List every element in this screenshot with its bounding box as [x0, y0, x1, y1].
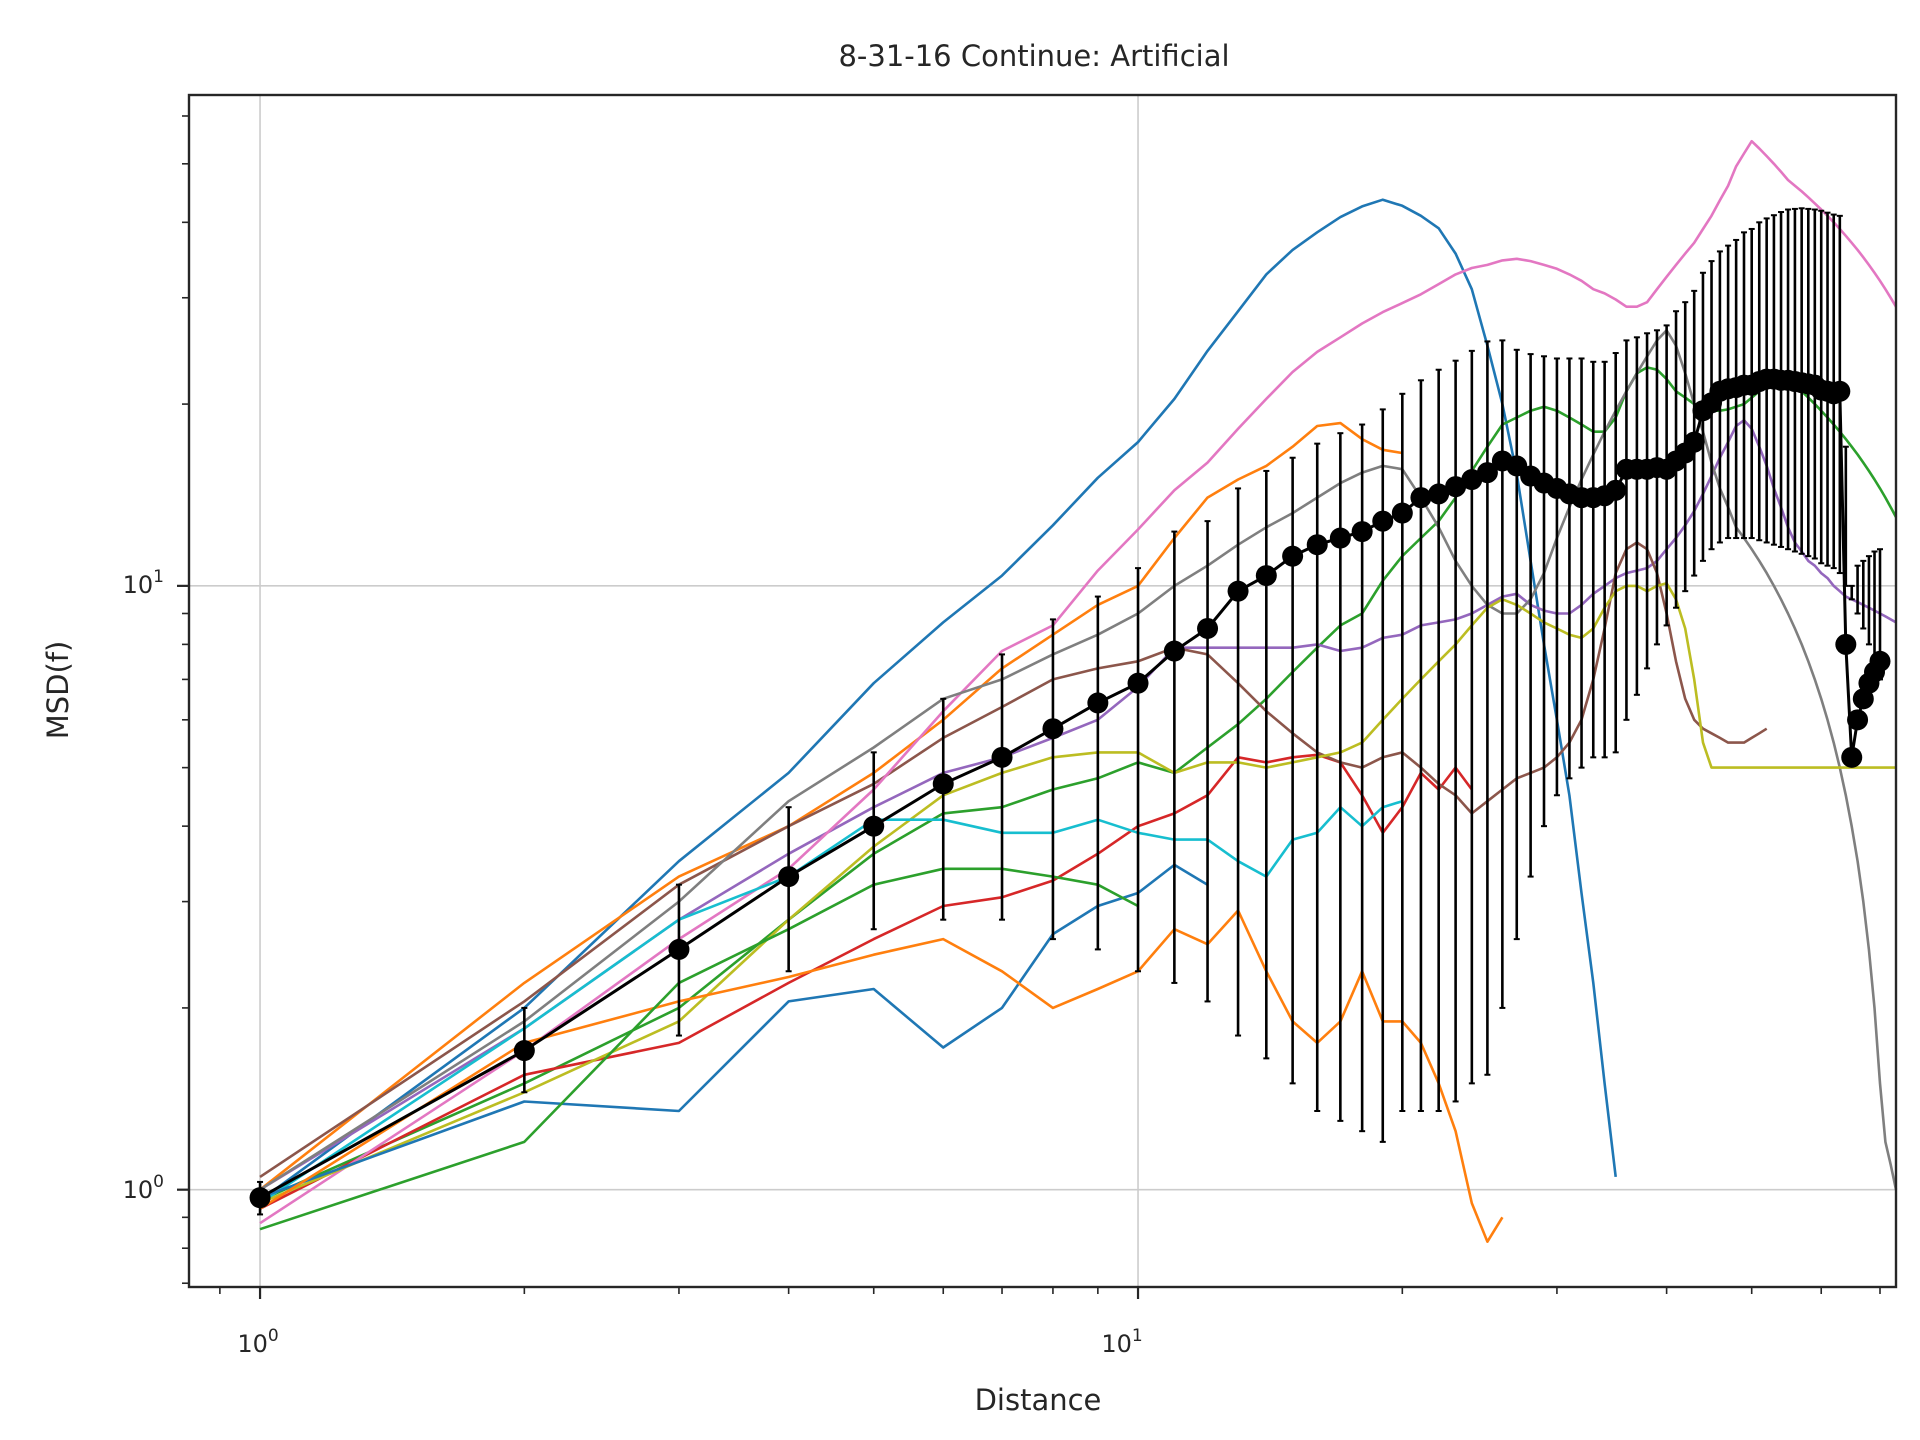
mean-point: [513, 1040, 535, 1062]
mean-point: [932, 773, 954, 795]
mean-point: [1869, 650, 1891, 672]
mean-point: [1087, 692, 1109, 714]
x-tick-label-1: 100: [237, 1326, 278, 1358]
mean-point: [1835, 633, 1857, 655]
mean-point: [1127, 672, 1149, 694]
mean-point: [1445, 476, 1467, 498]
mean-point: [1306, 534, 1328, 556]
svg-text:101: 101: [1101, 1326, 1142, 1358]
y-axis-label: MSD(f): [41, 641, 75, 740]
svg-text:100: 100: [123, 1172, 164, 1204]
series-line-11: [259, 863, 1209, 1199]
mean-point: [1829, 380, 1851, 402]
svg-text:101: 101: [123, 567, 164, 599]
y-tick-label-1: 100: [123, 1172, 164, 1204]
mean-point: [1683, 431, 1705, 453]
svg-text:100: 100: [237, 1326, 278, 1358]
mean-point: [778, 866, 800, 888]
x-tick-label-10: 101: [1101, 1326, 1142, 1358]
series-line-4: [259, 753, 1473, 1210]
mean-series-group: [249, 207, 1891, 1216]
series-line-12: [259, 909, 1504, 1243]
series-line-13: [259, 867, 1139, 1231]
x-axis-label: Distance: [975, 1383, 1102, 1417]
mean-point: [991, 746, 1013, 768]
mean-point: [1351, 521, 1373, 543]
mean-point: [1163, 640, 1185, 662]
mean-point: [1410, 487, 1432, 509]
mean-point: [1255, 565, 1277, 587]
mean-point: [668, 938, 690, 960]
mean-point: [1476, 462, 1498, 484]
mean-point: [1841, 746, 1863, 768]
mean-point: [863, 815, 885, 837]
y-tick-label-10: 101: [123, 567, 164, 599]
mean-point: [1372, 510, 1394, 532]
mean-point: [249, 1187, 271, 1209]
mean-point: [1391, 502, 1413, 524]
mean-point: [1227, 580, 1249, 602]
chart-title: 8-31-16 Continue: Artificial: [838, 39, 1229, 73]
series-line-1: [259, 198, 1617, 1202]
series-line-2: [259, 421, 1403, 1191]
series-line-6: [259, 541, 1768, 1178]
mean-point: [1847, 709, 1869, 731]
plot-area: [189, 95, 1896, 1287]
mean-point: [1042, 718, 1064, 740]
mean-point: [1329, 527, 1351, 549]
mean-point: [1605, 479, 1627, 501]
plot-frame: [187, 93, 1898, 1289]
mean-point: [1197, 617, 1219, 639]
mean-point: [1428, 483, 1450, 505]
mean-point: [1282, 545, 1304, 567]
axes: [177, 115, 1881, 1299]
